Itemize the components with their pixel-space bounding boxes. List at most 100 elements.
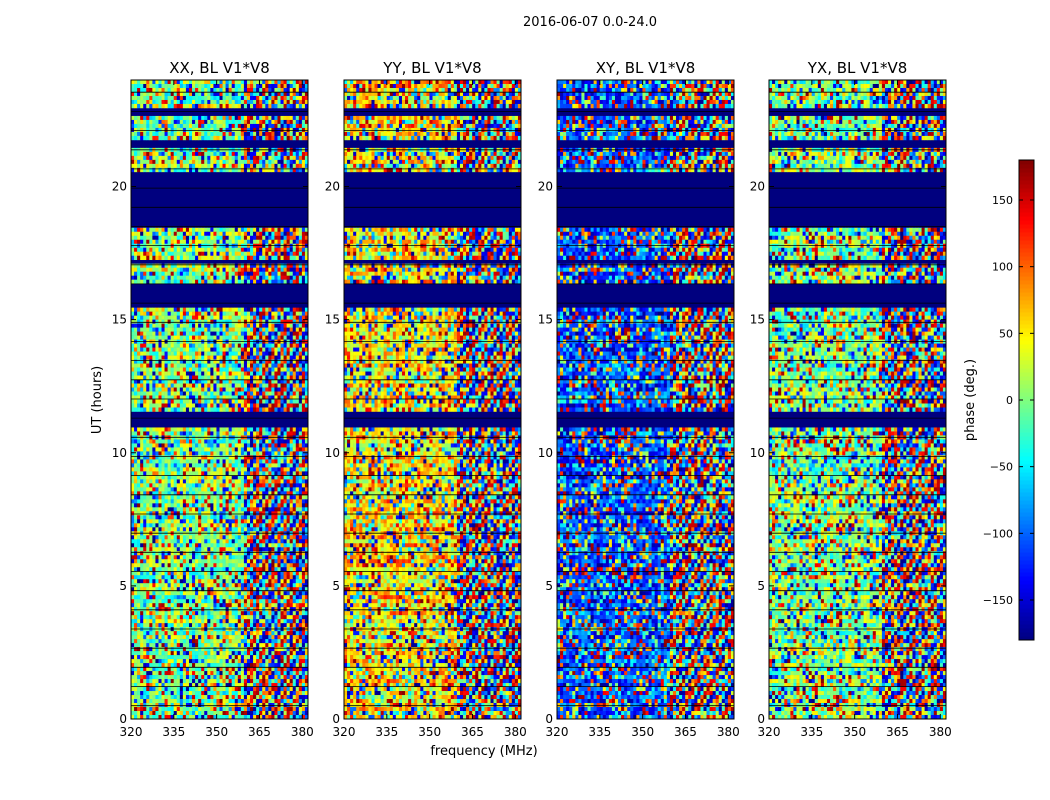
heatmap-cell: [192, 335, 196, 340]
heatmap-cell: [298, 459, 303, 464]
heatmap-cell: [201, 503, 205, 508]
heatmap-cell: [268, 115, 272, 121]
heatmap-cell: [268, 431, 272, 436]
heatmap-cell: [198, 311, 202, 316]
heatmap-cell: [140, 375, 144, 380]
heatmap-cell: [237, 83, 242, 89]
heatmap-cell: [304, 239, 309, 245]
heatmap-cell: [207, 87, 211, 93]
heatmap-cell: [292, 367, 297, 372]
heatmap-cell: [234, 315, 239, 320]
heatmap-cell: [210, 375, 214, 380]
heatmap-cell: [170, 447, 175, 452]
heatmap-cell: [131, 443, 135, 448]
heatmap-cell: [192, 319, 196, 324]
heatmap-cell: [185, 327, 190, 332]
heatmap-cell: [131, 455, 135, 460]
heatmap-cell: [176, 399, 181, 404]
heatmap-cell: [246, 95, 251, 101]
heatmap-cell: [253, 515, 257, 520]
heatmap-cell: [271, 515, 275, 520]
heatmap-cell: [164, 335, 168, 340]
heatmap-cell: [231, 99, 236, 105]
heatmap-cell: [301, 135, 306, 141]
heatmap-cell: [243, 351, 248, 356]
heatmap-cell: [283, 347, 287, 352]
heatmap-cell: [259, 511, 263, 516]
heatmap-cell: [277, 355, 281, 360]
heatmap-cell: [295, 355, 300, 360]
heatmap-cell: [192, 407, 196, 412]
heatmap-cell: [219, 251, 223, 257]
heatmap-cell: [170, 375, 175, 380]
heatmap-cell: [146, 527, 150, 532]
heatmap-cell: [216, 519, 220, 524]
heatmap-cell: [253, 327, 257, 332]
heatmap-cell: [201, 155, 205, 161]
heatmap-cell: [173, 375, 178, 380]
heatmap-cell: [219, 135, 223, 141]
heatmap-cell: [149, 167, 153, 173]
heatmap-cell: [265, 491, 269, 496]
heatmap-cell: [146, 379, 150, 384]
heatmap-cell: [210, 343, 214, 348]
heatmap-cell: [185, 103, 190, 109]
heatmap-cell: [216, 167, 220, 173]
heatmap-cell: [250, 311, 254, 316]
heatmap-cell: [155, 115, 159, 121]
heatmap-cell: [140, 403, 144, 408]
heatmap-cell: [182, 387, 187, 392]
heatmap-cell: [164, 115, 168, 121]
heatmap-cell: [280, 151, 284, 157]
heatmap-cell: [292, 251, 297, 257]
heatmap-cell: [158, 487, 162, 492]
heatmap-cell: [253, 115, 257, 121]
heatmap-cell: [182, 455, 187, 460]
heatmap-cell: [152, 515, 156, 520]
heatmap-cell: [240, 343, 245, 348]
heatmap-cell: [225, 451, 229, 456]
heatmap-cell: [292, 155, 297, 161]
heatmap-cell: [228, 483, 233, 488]
heatmap-cell: [243, 459, 248, 464]
heatmap-cell: [188, 119, 193, 125]
heatmap-cell: [301, 227, 306, 233]
heatmap-cell: [256, 327, 260, 332]
heatmap-cell: [301, 95, 306, 101]
heatmap-cell: [176, 379, 181, 384]
heatmap-cell: [213, 319, 217, 324]
heatmap-cell: [152, 95, 156, 101]
heatmap-cell: [192, 451, 196, 456]
heatmap-cell: [176, 155, 181, 161]
heatmap-cell: [182, 391, 187, 396]
heatmap-cell: [237, 363, 242, 368]
heatmap-cell: [213, 371, 217, 376]
heatmap-cell: [228, 407, 233, 412]
heatmap-cell: [246, 323, 251, 328]
heatmap-cell: [134, 315, 138, 320]
heatmap-cell: [216, 403, 220, 408]
heatmap-cell: [253, 167, 257, 173]
heatmap-cell: [176, 347, 181, 352]
heatmap-cell: [167, 487, 171, 492]
heatmap-cell: [228, 375, 233, 380]
heatmap-cell: [286, 399, 290, 404]
heatmap-cell: [140, 399, 144, 404]
heatmap-cell: [158, 443, 162, 448]
heatmap-cell: [134, 80, 138, 85]
heatmap-cell: [271, 255, 275, 261]
heatmap-cell: [155, 535, 159, 540]
heatmap-cell: [268, 379, 272, 384]
heatmap-cell: [301, 383, 306, 388]
heatmap-cell: [225, 351, 229, 356]
heatmap-cell: [286, 271, 290, 276]
heatmap-cell: [204, 451, 208, 456]
heatmap-cell: [304, 359, 309, 364]
heatmap-cell: [265, 535, 269, 540]
heatmap-cell: [167, 499, 171, 504]
heatmap-cell: [274, 87, 278, 93]
heatmap-cell: [149, 263, 153, 268]
heatmap-cell: [301, 355, 306, 360]
heatmap-cell: [149, 463, 153, 468]
heatmap-cell: [140, 491, 144, 496]
